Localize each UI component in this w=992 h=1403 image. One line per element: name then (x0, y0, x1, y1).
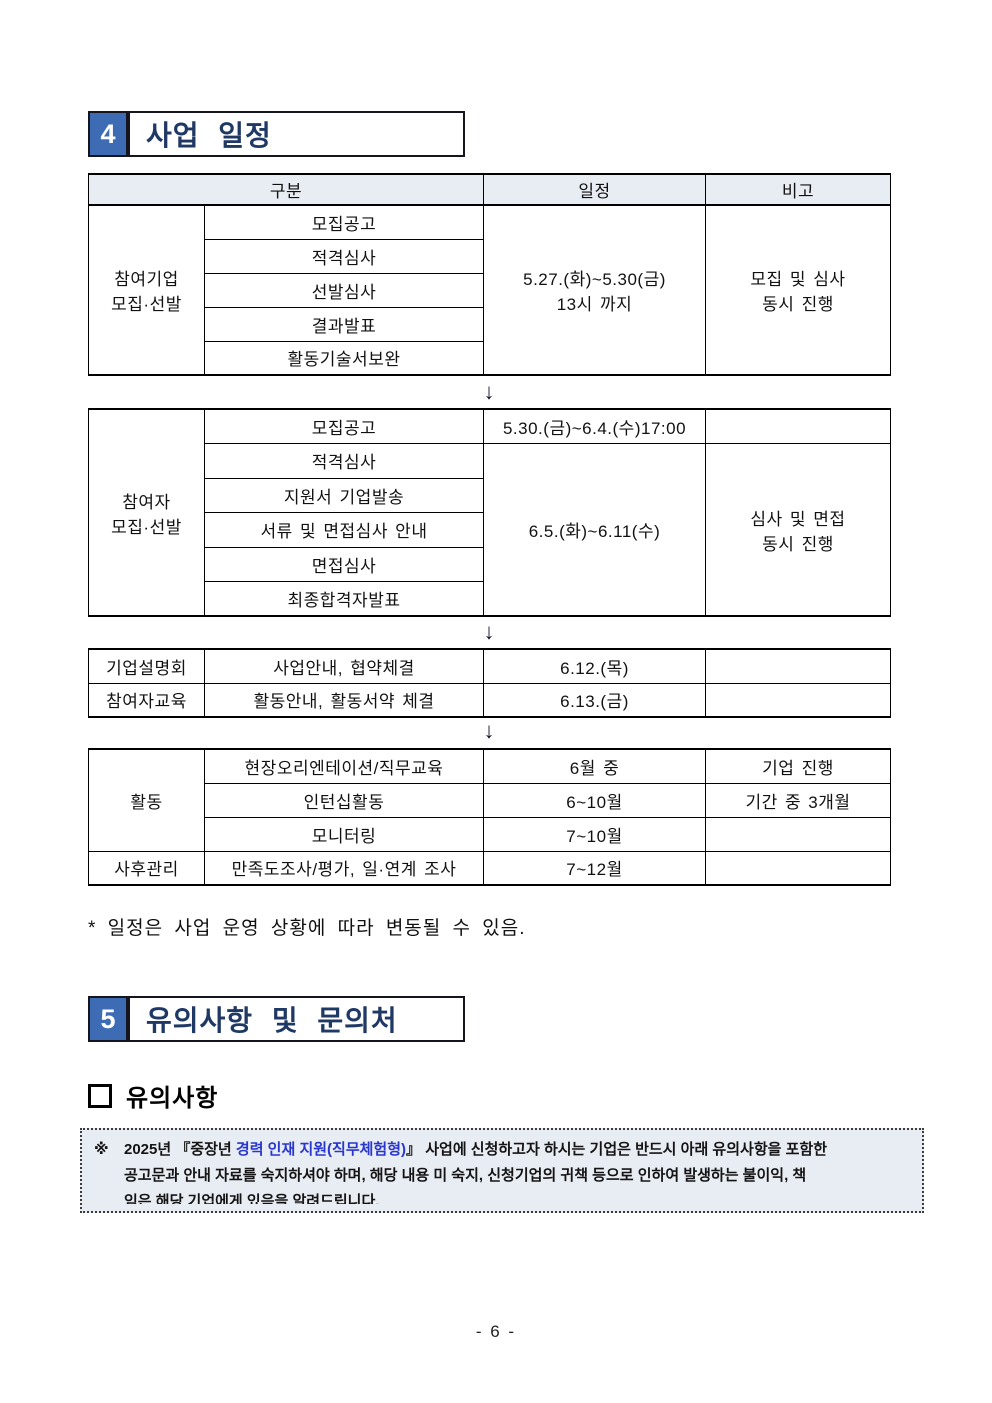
schedule-cell: 7~10월 (483, 816, 706, 852)
note-cell (705, 816, 891, 852)
table-row: 최종합격자발표 (89, 581, 891, 617)
schedule-cell: 5.27.(화)~5.30(금) 13시 까지 (483, 204, 706, 376)
schedule-table-phase3: 기업설명회 사업안내, 협약체결 6.12.(목) 참여자교육 활동안내, 활동… (88, 648, 891, 718)
notice-highlight: 경력 인재 지원(직무체험형) (235, 1141, 407, 1158)
down-arrow-icon: ↓ (483, 718, 495, 743)
step-cell: 결과발표 (204, 306, 484, 342)
header-schedule: 일정 (483, 173, 706, 206)
step-cell: 적격심사 (204, 238, 484, 274)
section-4-header: 4 사업 일정 (88, 111, 465, 157)
schedule-cell: 6.13.(금) (483, 682, 706, 718)
section-4-title: 사업 일정 (128, 111, 465, 157)
down-arrow-icon: ↓ (483, 379, 495, 404)
schedule-cell: 6.5.(화)~6.11(수) (483, 443, 706, 617)
notice-heading-label: 유의사항 (126, 1085, 219, 1112)
notice-line: 임은 해당 기업에게 있음을 알려드립니다. (124, 1193, 380, 1204)
step-cell: 선발심사 (204, 272, 484, 308)
note-cell: 모집 및 심사 동시 진행 (705, 204, 891, 376)
table-row: 참여기업 모집·선발 모집공고 5.27.(화)~5.30(금) 13시 까지 … (88, 204, 891, 376)
group-cell: 참여자교육 (88, 682, 205, 718)
group-cell: 기업설명회 (88, 648, 205, 684)
table-row: 기업설명회 사업안내, 협약체결 6.12.(목) (88, 648, 891, 684)
step-cell: 사업안내, 협약체결 (204, 648, 484, 684)
step-cell: 모니터링 (204, 816, 484, 852)
note-cell: 심사 및 면접 동시 진행 (705, 443, 891, 617)
square-bullet-icon (88, 1083, 112, 1108)
group-cell: 참여기업 모집·선발 (88, 204, 205, 376)
step-cell: 모집공고 (204, 204, 484, 240)
table-row: 적격심사 (89, 238, 891, 274)
table-row: 활동기술서보완 (89, 340, 891, 376)
section-5-header: 5 유의사항 및 문의처 (88, 996, 465, 1042)
schedule-table-phase2: 참여자 모집·선발 모집공고 5.30.(금)~6.4.(수)17:00 적격심… (88, 408, 891, 617)
schedule-cell: 6~10월 (483, 782, 706, 818)
step-cell: 현장오리엔테이션/직무교육 (204, 748, 484, 784)
notice-heading: 유의사항 (88, 1078, 218, 1113)
table-row: 지원서 기업발송 (89, 477, 891, 513)
notice-box: ※ 2025년 『중장년 경력 인재 지원(직무체험형)』 사업에 신청하고자 … (80, 1128, 924, 1213)
schedule-footnote: * 일정은 사업 운영 상황에 따라 변동될 수 있음. (88, 918, 526, 939)
header-category: 구분 (88, 173, 484, 206)
table-row: 활동 현장오리엔테이션/직무교육 6월 중 기업 진행 (88, 748, 891, 852)
schedule-cell: 7~12월 (483, 850, 706, 886)
note-cell (705, 648, 891, 684)
group-cell: 활동 (88, 748, 205, 852)
step-cell: 서류 및 면접심사 안내 (204, 512, 484, 548)
table-header-row: 구분 일정 비고 (88, 173, 891, 206)
schedule-table-phase4: 활동 현장오리엔테이션/직무교육 6월 중 기업 진행 인턴십활동 6~10월 … (88, 748, 891, 886)
step-cell: 모집공고 (204, 408, 484, 444)
note-cell (705, 682, 891, 718)
table-row: 선발심사 (89, 272, 891, 308)
schedule-table-phase1: 구분 일정 비고 참여기업 모집·선발 모집공고 5.27.(화)~5.30(금… (88, 173, 891, 376)
section-5-title: 유의사항 및 문의처 (128, 996, 465, 1042)
notice-line: 2025년 『중장년 경력 인재 지원(직무체험형)』 사업에 신청하고자 하시… (124, 1141, 827, 1158)
step-cell: 면접심사 (204, 546, 484, 582)
note-cell: 기간 중 3개월 (705, 782, 891, 818)
down-arrow-icon: ↓ (483, 619, 495, 644)
step-cell: 만족도조사/평가, 일·연계 조사 (204, 850, 484, 886)
step-cell: 지원서 기업발송 (204, 477, 484, 513)
header-note: 비고 (705, 173, 891, 206)
table-row: 적격심사 6.5.(화)~6.11(수) 심사 및 면접 동시 진행 (89, 443, 891, 617)
schedule-cell: 5.30.(금)~6.4.(수)17:00 (483, 408, 706, 444)
notice-text: 2025년 『중장년 경력 인재 지원(직무체험형)』 사업에 신청하고자 하시… (124, 1137, 914, 1204)
page-number: - 6 - (475, 1322, 517, 1341)
table-row: 사후관리 만족도조사/평가, 일·연계 조사 7~12월 (88, 850, 891, 886)
schedule-cell: 6월 중 (483, 748, 706, 784)
notice-line: 공고문과 안내 자료를 숙지하셔야 하며, 해당 내용 미 숙지, 신청기업의 … (124, 1167, 807, 1184)
reference-mark: ※ (94, 1141, 109, 1158)
note-cell: 기업 진행 (705, 748, 891, 784)
schedule-cell: 6.12.(목) (483, 648, 706, 684)
step-cell: 활동안내, 활동서약 체결 (204, 682, 484, 718)
step-cell: 인턴십활동 (204, 782, 484, 818)
note-cell (705, 408, 891, 444)
section-4-number-badge: 4 (88, 111, 128, 157)
table-row: 인턴십활동 6~10월 기간 중 3개월 (89, 782, 891, 818)
table-row: 참여자교육 활동안내, 활동서약 체결 6.13.(금) (88, 682, 891, 718)
table-row: 면접심사 (89, 546, 891, 582)
group-cell: 참여자 모집·선발 (88, 408, 205, 617)
section-5-number-badge: 5 (88, 996, 128, 1042)
step-cell: 활동기술서보완 (204, 340, 484, 376)
table-row: 참여자 모집·선발 모집공고 5.30.(금)~6.4.(수)17:00 (88, 408, 891, 617)
note-cell (705, 850, 891, 886)
step-cell: 적격심사 (204, 443, 484, 479)
group-cell: 사후관리 (88, 850, 205, 886)
table-row: 모니터링 7~10월 (89, 816, 891, 852)
step-cell: 최종합격자발표 (204, 581, 484, 617)
